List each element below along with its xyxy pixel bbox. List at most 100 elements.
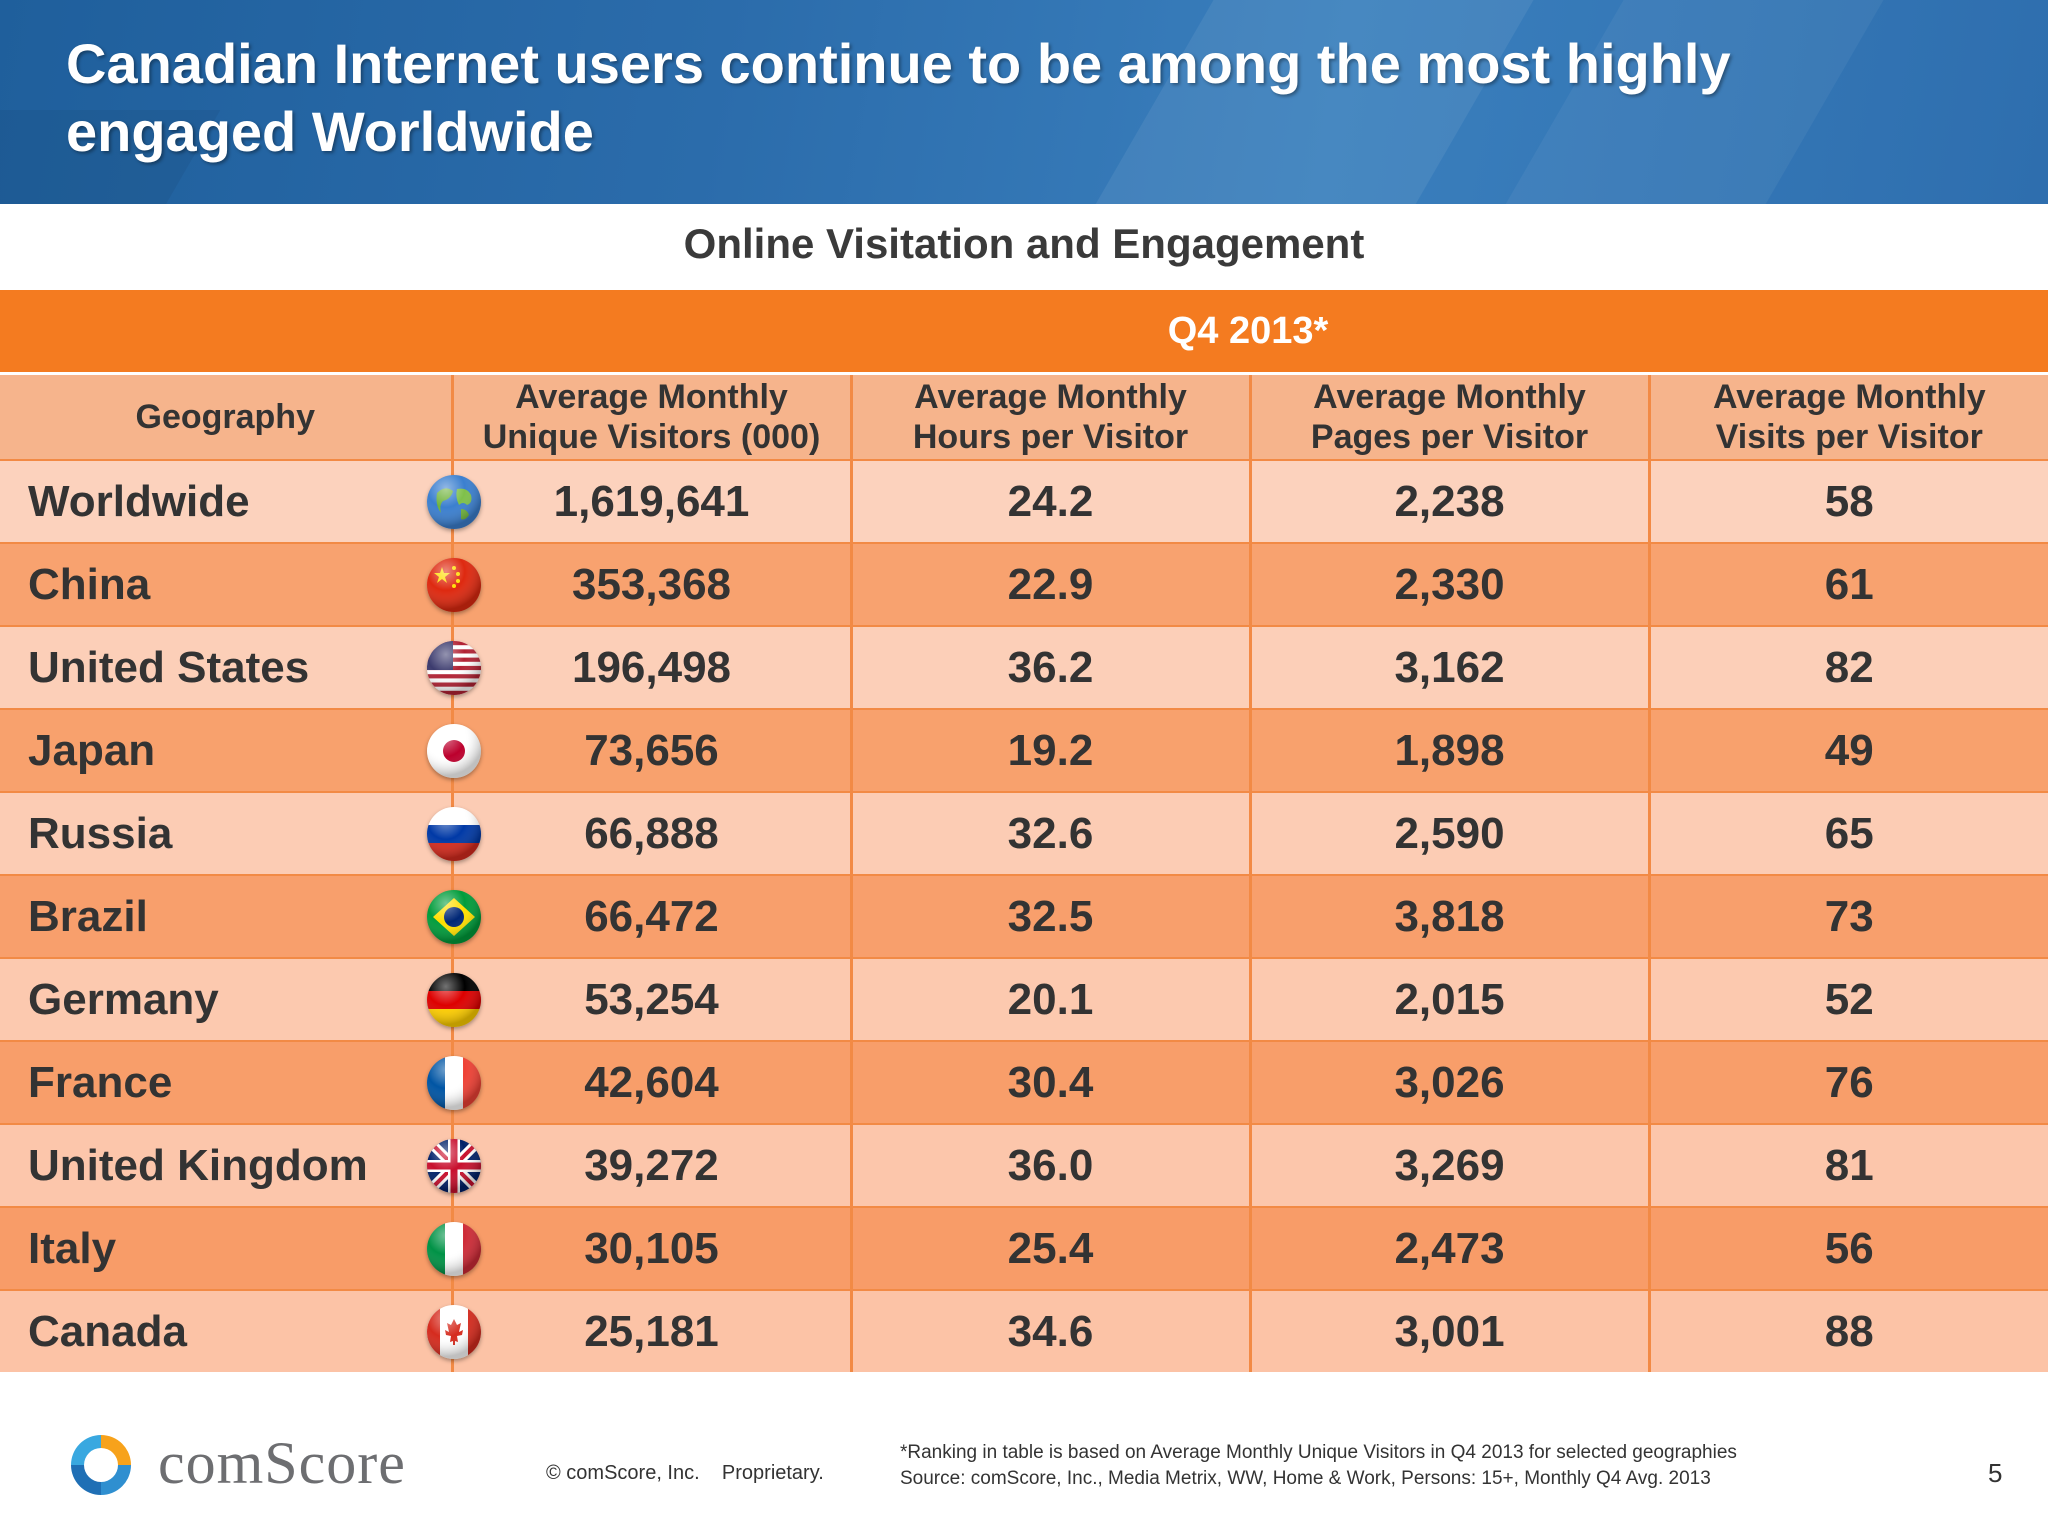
pages-cell: 2,015	[1248, 957, 1649, 1041]
period-label: Q4 2013*	[0, 290, 2048, 374]
hours-cell: 20.1	[849, 957, 1250, 1041]
hours-cell: 25.4	[849, 1206, 1250, 1290]
geo-name: Germany	[28, 974, 219, 1024]
visitors-cell: 39,272	[450, 1123, 851, 1207]
geo-cell: Germany	[0, 957, 481, 1041]
japan-flag-icon	[426, 723, 481, 778]
italy-flag-icon	[426, 1221, 481, 1276]
pages-cell: 3,026	[1248, 1040, 1649, 1124]
visits-cell: 65	[1647, 791, 2048, 875]
hours-cell: 22.9	[849, 542, 1250, 626]
table-row: France 42,604 30.4 3,026 76	[0, 1040, 2048, 1124]
visitors-cell: 30,105	[450, 1206, 851, 1290]
copyright: © comScore, Inc. Proprietary.	[546, 1462, 824, 1484]
geo-name: Japan	[28, 725, 156, 775]
table-row: Japan 73,656 19.2 1,898 49	[0, 708, 2048, 792]
germany-flag-icon	[426, 972, 481, 1027]
visits-cell: 58	[1647, 459, 2048, 543]
col-header-visitors: Average Monthly Unique Visitors (000)	[450, 372, 851, 460]
engagement-table: Q4 2013* Geography Average Monthly Uniqu…	[0, 290, 2048, 1372]
hours-cell: 36.2	[849, 625, 1250, 709]
visitors-cell: 1,619,641	[450, 459, 851, 543]
geo-cell: United States	[0, 625, 481, 709]
visitors-cell: 66,472	[450, 874, 851, 958]
table-row: Germany 53,254 20.1 2,015 52	[0, 957, 2048, 1041]
russia-flag-icon	[426, 806, 481, 861]
hours-cell: 19.2	[849, 708, 1250, 792]
pages-cell: 1,898	[1248, 708, 1649, 792]
geo-name: Worldwide	[28, 476, 250, 526]
geo-name: Italy	[28, 1223, 117, 1273]
table-row: Brazil 66,472 32.5 3,818 73	[0, 874, 2048, 958]
hours-cell: 24.2	[849, 459, 1250, 543]
geo-cell: Canada	[0, 1289, 481, 1372]
brazil-flag-icon	[426, 889, 481, 944]
geo-name: France	[28, 1057, 173, 1107]
visits-cell: 49	[1647, 708, 2048, 792]
pages-cell: 2,473	[1248, 1206, 1649, 1290]
geo-name: United States	[28, 642, 310, 692]
geo-name: Canada	[28, 1306, 187, 1356]
pages-cell: 3,269	[1248, 1123, 1649, 1207]
hours-cell: 32.6	[849, 791, 1250, 875]
table-row: Worldwide 1,619,641 24.2 2,238 58	[0, 459, 2048, 543]
visits-cell: 88	[1647, 1289, 2048, 1372]
geo-cell: China	[0, 542, 481, 626]
table-row: United Kingdom 39,272 36.0 3,269 81	[0, 1123, 2048, 1207]
table-row: China 353,368 22.9 2,330 61	[0, 542, 2048, 626]
hours-cell: 32.5	[849, 874, 1250, 958]
geo-cell: Brazil	[0, 874, 481, 958]
visits-cell: 73	[1647, 874, 2048, 958]
table-row: Russia 66,888 32.6 2,590 65	[0, 791, 2048, 875]
pages-cell: 3,818	[1248, 874, 1649, 958]
geo-cell: Japan	[0, 708, 481, 792]
uk-flag-icon	[426, 1138, 481, 1193]
geo-name: United Kingdom	[28, 1140, 368, 1190]
visits-cell: 56	[1647, 1206, 2048, 1290]
pages-cell: 3,001	[1248, 1289, 1649, 1372]
page-number: 5	[1988, 1458, 2003, 1488]
visits-cell: 76	[1647, 1040, 2048, 1124]
footnote-source: Source: comScore, Inc., Media Metrix, WW…	[900, 1468, 1711, 1489]
col-header-geography: Geography	[0, 372, 452, 460]
visits-cell: 61	[1647, 542, 2048, 626]
pages-cell: 3,162	[1248, 625, 1649, 709]
visitors-cell: 53,254	[450, 957, 851, 1041]
visits-cell: 52	[1647, 957, 2048, 1041]
globe-icon	[426, 474, 481, 529]
comscore-logo-text: comScore	[158, 1430, 406, 1496]
geo-cell: Italy	[0, 1206, 481, 1290]
geo-cell: Russia	[0, 791, 481, 875]
table-title: Online Visitation and Engagement	[683, 220, 1365, 267]
footnote-ranking: *Ranking in table is based on Average Mo…	[900, 1442, 1737, 1463]
period-band: Q4 2013*	[0, 290, 2048, 374]
col-header-visits: Average Monthly Visits per Visitor	[1647, 372, 2048, 460]
title-banner: Canadian Internet users continue to be a…	[0, 0, 2048, 204]
header-row: Geography Average Monthly Unique Visitor…	[0, 372, 2048, 460]
table-row: Italy 30,105 25.4 2,473 56	[0, 1206, 2048, 1290]
visitors-cell: 196,498	[450, 625, 851, 709]
geo-name: Russia	[28, 808, 173, 858]
visitors-cell: 353,368	[450, 542, 851, 626]
hours-cell: 36.0	[849, 1123, 1250, 1207]
slide-title: Canadian Internet users continue to be a…	[66, 32, 1731, 163]
us-flag-icon	[426, 640, 481, 695]
table-row: United States 196,498 36.2 3,162 82	[0, 625, 2048, 709]
visits-cell: 82	[1647, 625, 2048, 709]
hours-cell: 34.6	[849, 1289, 1250, 1372]
geo-cell: Worldwide	[0, 459, 481, 543]
pages-cell: 2,238	[1248, 459, 1649, 543]
visits-cell: 81	[1647, 1123, 2048, 1207]
france-flag-icon	[426, 1055, 481, 1110]
pages-cell: 2,330	[1248, 542, 1649, 626]
col-header-pages: Average Monthly Pages per Visitor	[1248, 372, 1649, 460]
visitors-cell: 25,181	[450, 1289, 851, 1372]
visitors-cell: 73,656	[450, 708, 851, 792]
comscore-logo-icon	[71, 1435, 131, 1495]
visitors-cell: 66,888	[450, 791, 851, 875]
geo-name: Brazil	[28, 891, 148, 941]
canada-flag-icon	[426, 1304, 481, 1359]
table-row: Canada 25,181 34.6 3,001 88	[0, 1289, 2048, 1372]
visitors-cell: 42,604	[450, 1040, 851, 1124]
geo-cell: United Kingdom	[0, 1123, 481, 1207]
